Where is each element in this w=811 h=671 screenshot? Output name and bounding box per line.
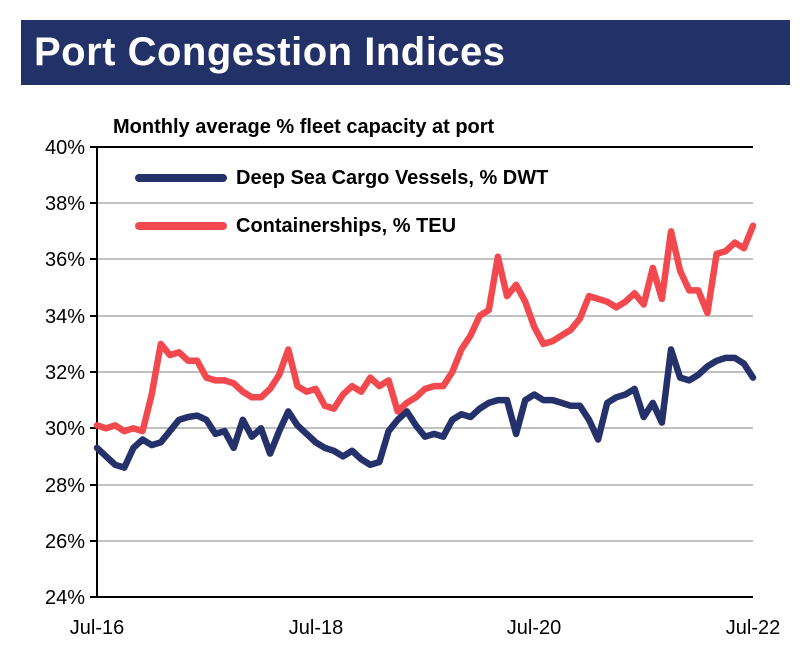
- x-axis-labels: Jul-16 Jul-18 Jul-20 Jul-22: [70, 617, 780, 639]
- y-axis-label: 40%: [45, 137, 85, 159]
- x-axis-label: Jul-16: [70, 617, 124, 639]
- series-line-1: [93, 222, 757, 435]
- legend-label-teu: Containerships, % TEU: [236, 214, 457, 237]
- y-axis-label: 28%: [45, 475, 85, 497]
- x-axis-label: Jul-20: [507, 617, 561, 639]
- y-axis-label: 24%: [45, 587, 85, 609]
- series-line-0: [93, 346, 757, 471]
- y-axis-label: 30%: [45, 418, 85, 440]
- series-lines: [93, 222, 757, 471]
- gridlines: [97, 202, 753, 542]
- page-title: Port Congestion Indices: [34, 30, 506, 74]
- y-axis-labels: 40% 38% 36% 34% 32% 30% 28% 26% 24%: [45, 137, 85, 609]
- x-axis-label: Jul-18: [289, 617, 343, 639]
- y-axis-ticks: [90, 146, 97, 598]
- legend-label-dwt: Deep Sea Cargo Vessels, % DWT: [236, 166, 549, 189]
- title-banner: Port Congestion Indices: [21, 20, 790, 85]
- y-axis-label: 34%: [45, 306, 85, 328]
- chart-subtitle: Monthly average % fleet capacity at port: [113, 116, 495, 138]
- legend-item-teu: Containerships, % TEU: [135, 214, 456, 238]
- y-axis-label: 36%: [45, 249, 85, 271]
- y-axis-label: 26%: [45, 531, 85, 553]
- y-axis-label: 32%: [45, 362, 85, 384]
- y-axis-label: 38%: [45, 193, 85, 215]
- legend-swatch-teu: [135, 222, 227, 230]
- x-axis-label: Jul-22: [726, 617, 780, 639]
- legend-swatch-dwt: [135, 174, 227, 182]
- legend-item-dwt: Deep Sea Cargo Vessels, % DWT: [135, 166, 548, 190]
